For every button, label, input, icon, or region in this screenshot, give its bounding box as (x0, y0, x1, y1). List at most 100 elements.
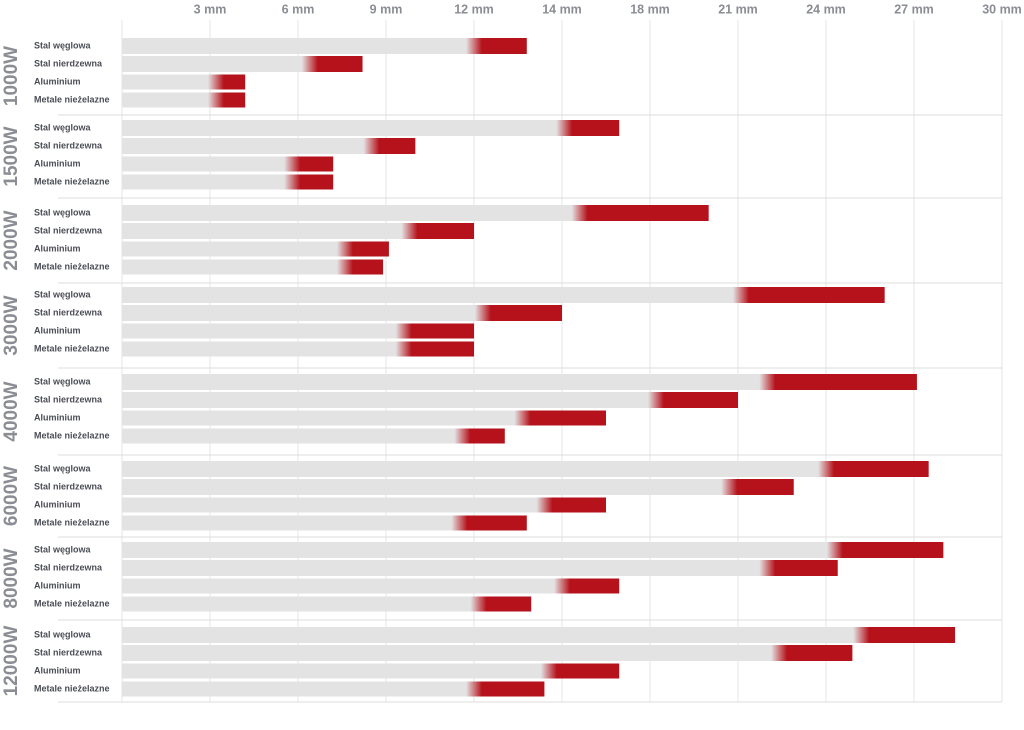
track-bar (122, 479, 730, 495)
track-bar (122, 120, 565, 136)
x-tick-label: 3 mm (194, 2, 227, 16)
x-tick-label: 12 mm (454, 2, 494, 16)
material-label: Stal nierdzewna (34, 140, 103, 150)
range-bar (395, 341, 474, 357)
group-label: 12000W (1, 626, 22, 697)
range-bar (826, 542, 944, 558)
material-label: Stal węglowa (34, 376, 92, 386)
material-label: Aluminium (34, 412, 81, 422)
group-label: 6000W (1, 466, 22, 526)
range-bar (207, 74, 246, 90)
track-bar (122, 645, 780, 661)
track-bar (122, 627, 862, 643)
range-bar (401, 223, 474, 239)
track-bar (122, 681, 474, 697)
range-bar (853, 627, 956, 643)
material-label: Metale nieżelazne (34, 261, 110, 271)
material-label: Aluminium (34, 325, 81, 335)
material-label: Stal węglowa (34, 40, 92, 50)
track-bar (122, 287, 741, 303)
range-bar (556, 120, 620, 136)
group-label: 1000W (1, 46, 22, 106)
group-label: 1500W (1, 126, 22, 186)
material-label: Aluminium (34, 580, 81, 590)
range-bar (732, 287, 885, 303)
track-bar (122, 38, 474, 54)
material-label: Aluminium (34, 499, 81, 509)
track-bar (122, 305, 483, 321)
range-bar (554, 578, 620, 594)
range-bar (395, 323, 474, 339)
group-label: 3000W (1, 295, 22, 355)
track-bar (122, 74, 216, 90)
track-bar (122, 341, 404, 357)
track-bar (122, 323, 404, 339)
material-label: Stal węglowa (34, 629, 92, 639)
group-label: 4000W (1, 381, 22, 441)
material-label: Stal nierdzewna (34, 225, 103, 235)
track-bar (122, 497, 545, 513)
material-label: Metale nieżelazne (34, 176, 110, 186)
track-bar (122, 663, 549, 679)
material-label: Stal węglowa (34, 207, 92, 217)
material-label: Stal nierdzewna (34, 58, 103, 68)
material-label: Stal węglowa (34, 122, 92, 132)
track-bar (122, 542, 835, 558)
material-label: Metale nieżelazne (34, 598, 110, 608)
track-bar (122, 138, 372, 154)
group-label: 8000W (1, 548, 22, 608)
range-bar (284, 174, 334, 190)
material-label: Metale nieżelazne (34, 683, 110, 693)
x-tick-label: 24 mm (806, 2, 846, 16)
range-bar (336, 241, 389, 257)
x-tick-label: 14 mm (542, 2, 582, 16)
material-label: Stal nierdzewna (34, 647, 103, 657)
range-bar (759, 374, 917, 390)
material-label: Aluminium (34, 243, 81, 253)
track-bar (122, 374, 768, 390)
range-bar (336, 259, 384, 275)
track-bar (122, 156, 293, 172)
range-bar (470, 596, 532, 612)
track-bar (122, 461, 826, 477)
range-bar (451, 515, 527, 531)
material-label: Aluminium (34, 76, 81, 86)
track-bar (122, 410, 523, 426)
track-bar (122, 515, 460, 531)
track-bar (122, 241, 345, 257)
range-bar (771, 645, 853, 661)
range-bar (284, 156, 334, 172)
material-label: Stal węglowa (34, 289, 92, 299)
track-bar (122, 259, 345, 275)
range-bar (759, 560, 838, 576)
track-bar (122, 56, 310, 72)
track-bar (122, 428, 463, 444)
range-bar (474, 305, 562, 321)
material-label: Metale nieżelazne (34, 517, 110, 527)
x-tick-label: 27 mm (894, 2, 934, 16)
material-label: Stal nierdzewna (34, 562, 103, 572)
x-tick-label: 6 mm (282, 2, 315, 16)
track-bar (122, 174, 293, 190)
range-bar (536, 497, 606, 513)
material-label: Metale nieżelazne (34, 94, 110, 104)
track-bar (122, 560, 768, 576)
track-bar (122, 92, 216, 108)
material-label: Stal nierdzewna (34, 394, 103, 404)
range-bar (571, 205, 709, 221)
x-tick-label: 30 mm (982, 2, 1022, 16)
material-label: Aluminium (34, 158, 81, 168)
material-label: Metale nieżelazne (34, 430, 110, 440)
range-bar (540, 663, 620, 679)
material-label: Stal węglowa (34, 463, 92, 473)
range-bar (466, 681, 545, 697)
material-label: Stal węglowa (34, 544, 92, 554)
range-bar (454, 428, 505, 444)
track-bar (122, 596, 479, 612)
group-label: 2000W (1, 210, 22, 270)
track-bar (122, 392, 656, 408)
x-tick-label: 9 mm (370, 2, 403, 16)
track-bar (122, 578, 562, 594)
material-label: Stal nierdzewna (34, 481, 103, 491)
